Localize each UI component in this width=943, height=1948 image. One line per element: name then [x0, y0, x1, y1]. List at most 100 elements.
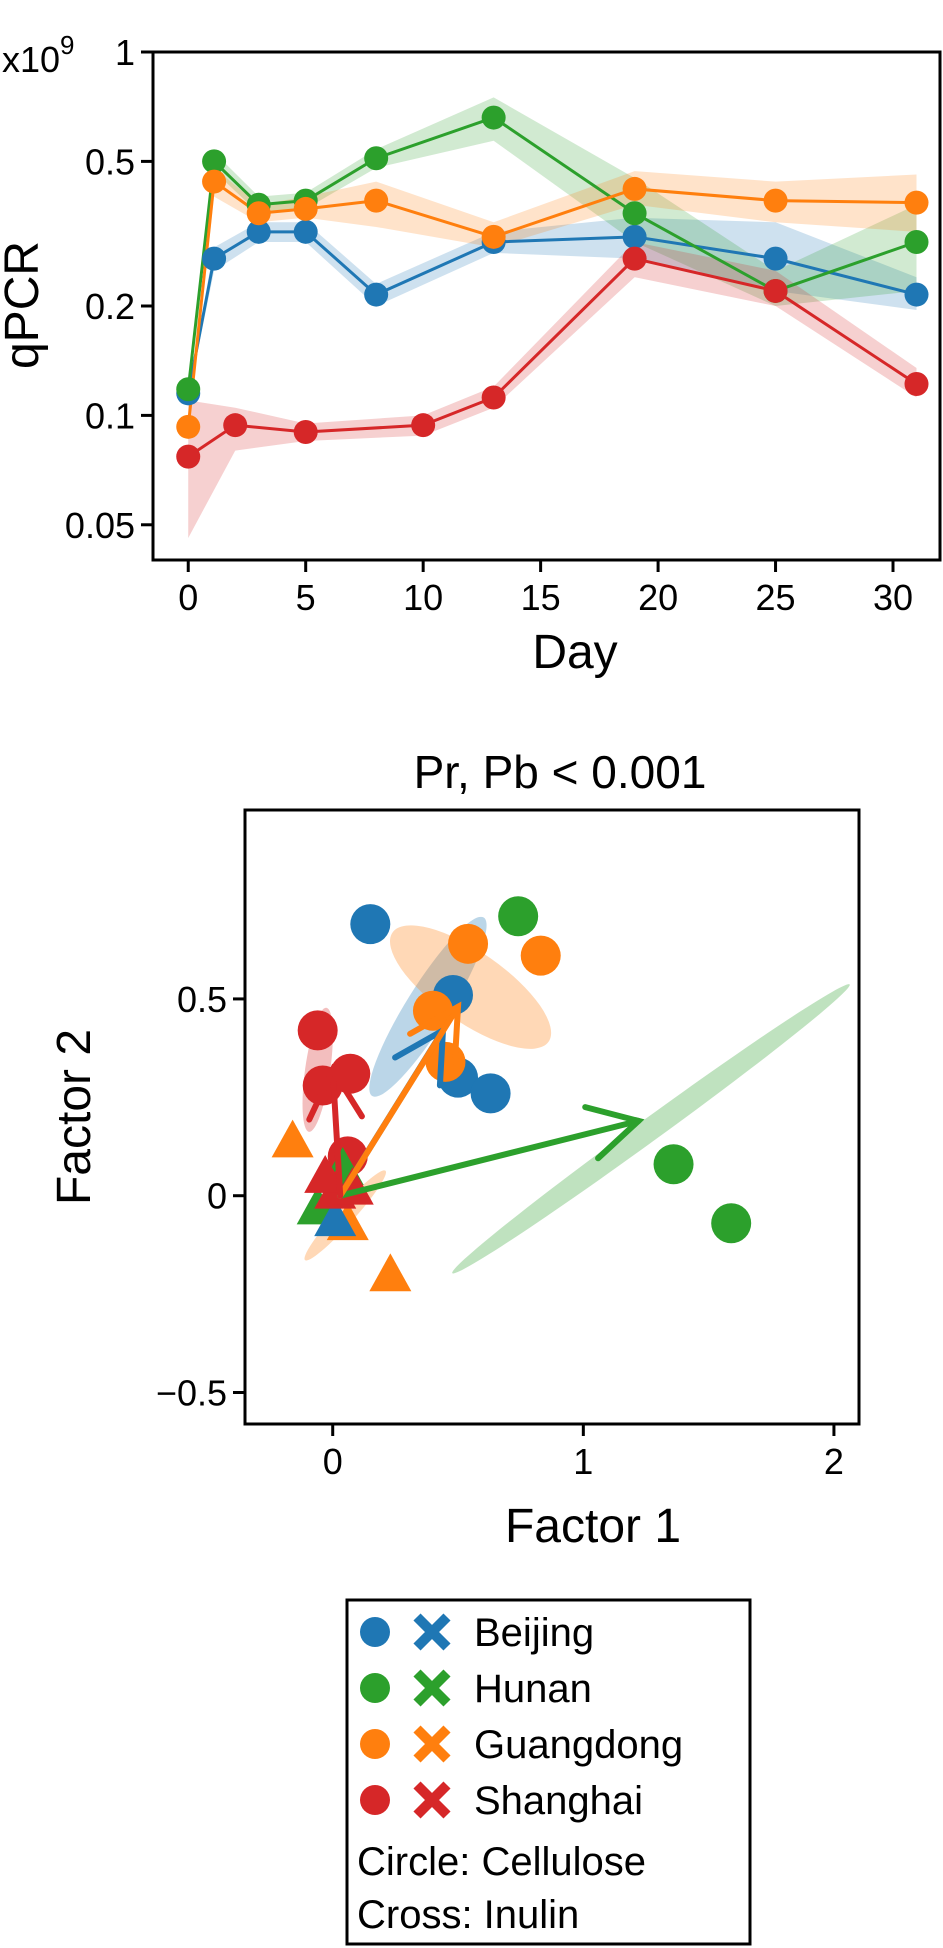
- point-shanghai: [481, 385, 506, 410]
- point-beijing: [246, 219, 271, 244]
- y-axis-label: qPCR: [0, 241, 49, 369]
- x-axis-label: Day: [532, 626, 617, 679]
- point-beijing: [293, 219, 318, 244]
- point-beijing-inulin: [314, 1198, 357, 1237]
- legend-circle-hunan: [360, 1673, 390, 1703]
- point-guangdong: [364, 188, 389, 213]
- point-guangdong-cellulose: [412, 990, 453, 1031]
- arrow-shaft-hunan: [337, 1117, 642, 1199]
- plot-frame: [243, 808, 861, 1426]
- ellipse-hunan: [452, 984, 850, 1274]
- group-arrows: [306, 1001, 645, 1199]
- point-guangdong: [293, 196, 318, 221]
- x-tick-label: 20: [638, 577, 678, 618]
- point-guangdong-inulin: [271, 1119, 314, 1158]
- point-hunan: [364, 146, 389, 171]
- x-axis-ticks: 0 5 10 15 20 25 30: [178, 560, 913, 618]
- point-hunan-cellulose: [653, 1144, 694, 1185]
- arrow-head-shanghai: [306, 1063, 365, 1123]
- legend-cross-beijing: [413, 1613, 451, 1651]
- qpcr-line-chart: 0 5 10 15 20 25 30 0.05 0.1 0.2 0.5 1 Day qPCR x10…: [0, 30, 942, 679]
- point-shanghai: [223, 413, 248, 438]
- point-shanghai-cellulose: [297, 1010, 338, 1051]
- y-tick-label: 1: [115, 32, 135, 73]
- point-shanghai-inulin: [304, 1155, 347, 1193]
- y-axis-label: Factor 2: [48, 1029, 101, 1205]
- point-hunan: [622, 201, 647, 226]
- legend-label-shanghai: Shanghai: [474, 1779, 643, 1823]
- group-ellipses: [302, 916, 850, 1274]
- point-beijing: [763, 246, 788, 271]
- x-tick-label: 25: [756, 577, 796, 618]
- point-guangdong: [246, 201, 271, 226]
- y-tick-label: 0: [207, 1176, 227, 1217]
- point-beijing: [904, 282, 929, 307]
- point-hunan: [176, 377, 201, 402]
- x-tick-label: 10: [403, 577, 443, 618]
- x-tick-label: 15: [521, 577, 561, 618]
- legend-circle-beijing: [360, 1617, 390, 1647]
- point-shanghai: [176, 444, 201, 469]
- series-points: [176, 105, 929, 469]
- confidence-bands: [188, 97, 917, 538]
- y-tick-label: 0.2: [85, 286, 135, 327]
- chart-title: Pr, Pb < 0.001: [414, 746, 707, 798]
- point-guangdong-cellulose: [520, 935, 561, 976]
- y-tick-label: 0.1: [85, 395, 135, 436]
- legend-circle-guangdong: [360, 1729, 390, 1759]
- legend: Beijing Hunan Guangdong Shanghai Circle: Ce…: [345, 1598, 752, 1946]
- y-tick-label: −0.5: [156, 1373, 227, 1414]
- point-hunan: [481, 105, 506, 130]
- x-axis-ticks: 0 1 2: [323, 1424, 844, 1482]
- y-multiplier-label: x109: [2, 30, 75, 80]
- legend-label-hunan: Hunan: [474, 1667, 592, 1711]
- y-tick-label: 0.05: [65, 505, 135, 546]
- point-guangdong: [481, 224, 506, 249]
- factor-scatter-chart: Pr, Pb < 0.001 0 1 2 −0.5 0 0.5 Factor 1 Fac…: [48, 746, 861, 1553]
- point-hunan: [904, 230, 929, 255]
- band-guangdong: [188, 167, 917, 433]
- x-tick-label: 0: [178, 577, 198, 618]
- point-beijing-cellulose: [350, 904, 391, 945]
- point-guangdong: [202, 169, 227, 194]
- point-shanghai: [904, 372, 929, 397]
- x-tick-label: 1: [573, 1441, 593, 1482]
- point-guangdong: [176, 414, 201, 439]
- point-shanghai: [622, 246, 647, 271]
- point-hunan: [202, 149, 227, 174]
- legend-cross-shanghai: [413, 1781, 451, 1819]
- arrow-head-hunan: [582, 1104, 645, 1162]
- x-tick-label: 2: [824, 1441, 844, 1482]
- legend-label-beijing: Beijing: [474, 1611, 594, 1655]
- point-shanghai: [293, 420, 318, 445]
- point-guangdong-cellulose: [448, 923, 489, 964]
- legend-cross-guangdong: [413, 1725, 451, 1763]
- point-shanghai: [411, 413, 436, 438]
- y-tick-label: 0.5: [85, 141, 135, 182]
- point-hunan-cellulose: [711, 1203, 752, 1244]
- y-tick-label: 0.5: [177, 979, 227, 1020]
- legend-note-cross: Cross: Inulin: [357, 1893, 579, 1937]
- point-beijing: [364, 282, 389, 307]
- legend-note-circle: Circle: Cellulose: [357, 1840, 646, 1884]
- legend-box: [345, 1598, 752, 1946]
- y-axis-ticks: 0.05 0.1 0.2 0.5 1: [65, 32, 153, 546]
- point-beijing-cellulose: [470, 1073, 511, 1114]
- x-tick-label: 30: [873, 577, 913, 618]
- point-guangdong: [904, 190, 929, 215]
- x-tick-label: 5: [296, 577, 316, 618]
- point-beijing: [622, 224, 647, 249]
- point-shanghai: [763, 278, 788, 303]
- point-guangdong: [763, 188, 788, 213]
- point-guangdong: [622, 176, 647, 201]
- x-tick-label: 0: [323, 1441, 343, 1482]
- legend-entries: Beijing Hunan Guangdong Shanghai: [360, 1611, 683, 1823]
- x-axis-label: Factor 1: [505, 1500, 681, 1553]
- arrow-head-guangdong: [407, 1001, 462, 1065]
- y-axis-ticks: −0.5 0 0.5: [156, 979, 245, 1414]
- band-beijing: [188, 217, 917, 398]
- point-beijing: [202, 246, 227, 271]
- arrow-shaft-guangdong: [337, 1003, 462, 1199]
- point-hunan-cellulose: [498, 896, 539, 937]
